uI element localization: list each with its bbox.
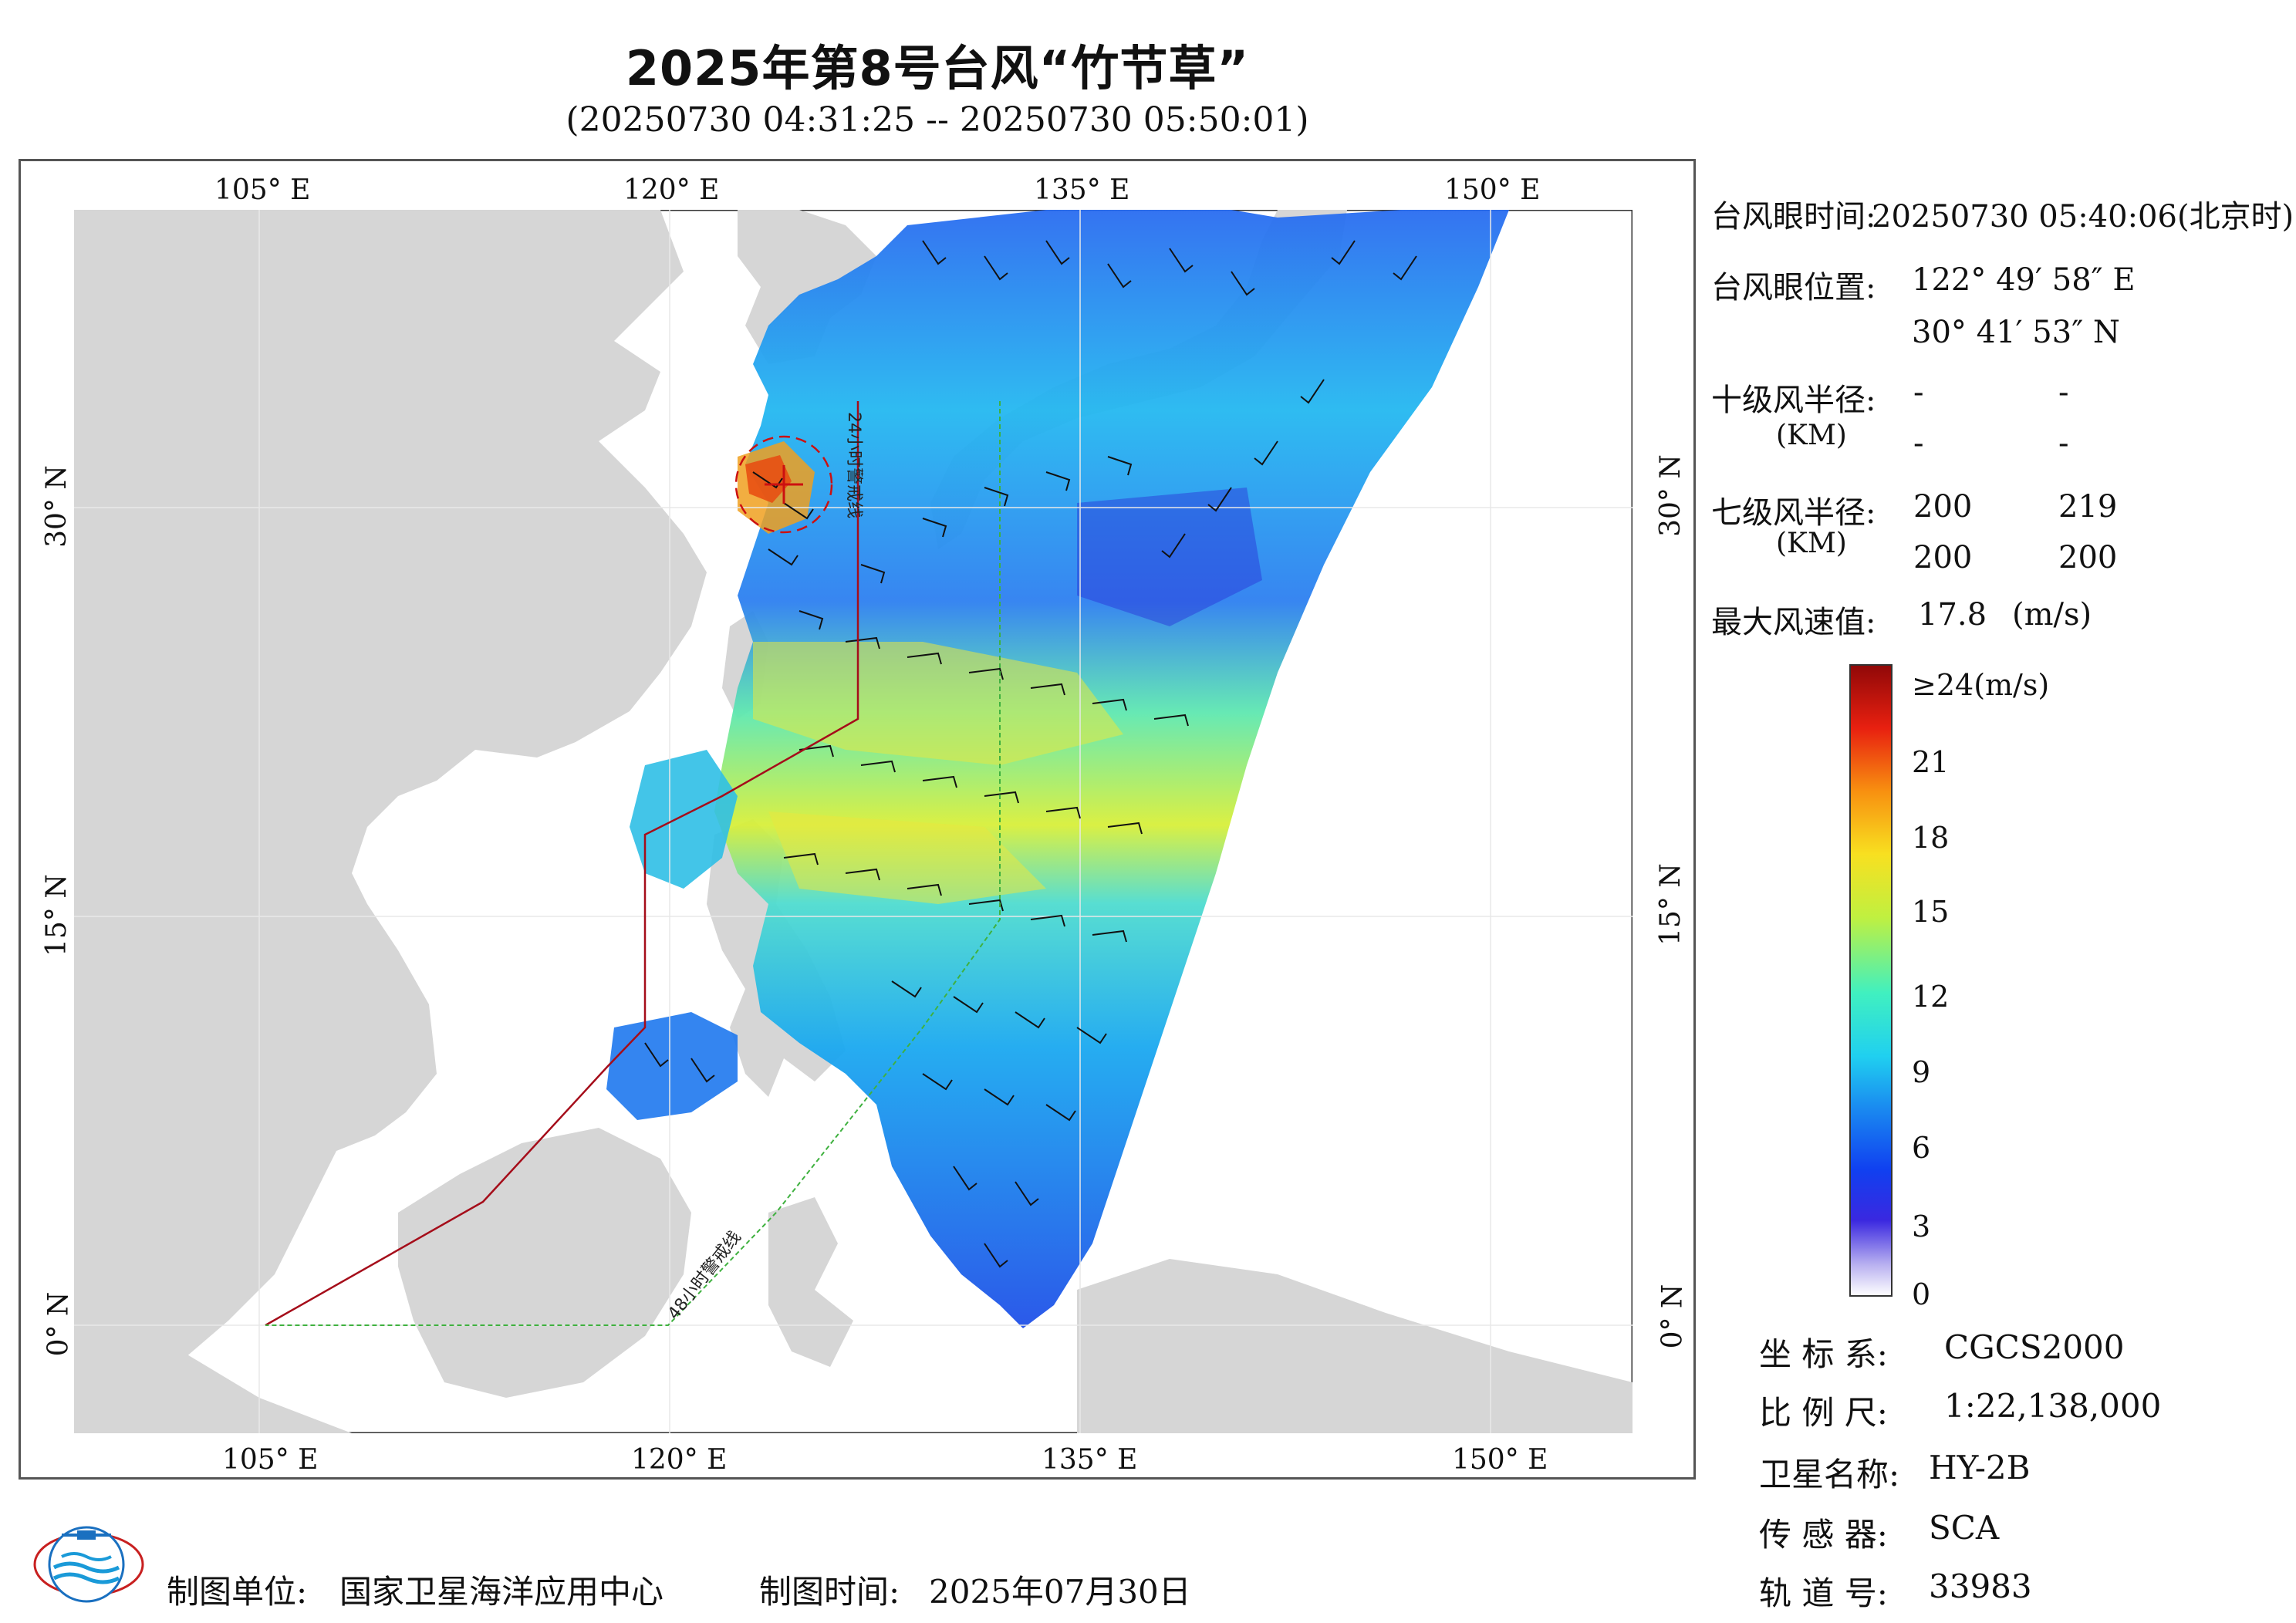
sensor-label: 传 感 器: — [1759, 1516, 1888, 1554]
colorbar-label-15: 15 — [1912, 895, 1950, 929]
eye-position-label: 台风眼位置: — [1711, 270, 1876, 305]
crs-label: 坐 标 系: — [1759, 1335, 1888, 1373]
map-title: 2025年第8号台风“竹节草” — [625, 40, 1250, 96]
wind-swath-strait — [630, 750, 738, 889]
lon-label-top-105: 105° E — [214, 174, 311, 206]
nsoas-logo-icon — [33, 1526, 144, 1603]
wind-band-yellow — [753, 642, 1123, 904]
warning-line-48h — [265, 401, 1001, 1326]
max-wind-label: 最大风速值: — [1711, 605, 1876, 640]
eye-time-label: 台风眼时间: — [1711, 199, 1876, 235]
warning-line-24h — [265, 401, 859, 1327]
lat-label-right-30: 30° N — [1654, 454, 1687, 537]
typhoon-eye-marker — [734, 435, 833, 534]
r10-value-1: - — [1913, 375, 1924, 410]
r7-value-2: 219 — [2058, 489, 2118, 525]
map-subtitle: (20250730 04:31:25 -- 20250730 05:50:01) — [566, 100, 1309, 140]
orbit-label: 轨 道 号: — [1759, 1574, 1888, 1612]
lon-label-top-150: 150° E — [1444, 174, 1541, 206]
map-frame — [19, 159, 1696, 1480]
producer-label: 制图单位: — [167, 1573, 308, 1611]
r10-label: 十级风半径: — [1711, 383, 1876, 418]
satellite-label: 卫星名称: — [1759, 1456, 1900, 1493]
satellite-value: HY-2B — [1929, 1449, 2031, 1486]
r7-unit: (KM) — [1776, 528, 1847, 559]
lon-label-top-120: 120° E — [623, 174, 720, 206]
orbit-value: 33983 — [1929, 1567, 2032, 1605]
lat-label-right-0: 0° N — [1656, 1284, 1689, 1349]
eye-latitude: 30° 41′ 53″ N — [1912, 315, 2120, 350]
lat-label-left-0: 0° N — [42, 1291, 75, 1357]
colorbar-label-24: ≥24(m/s) — [1912, 668, 2050, 702]
warning-line-24h-label: 24小时警戒线 — [844, 412, 863, 518]
sensor-value: SCA — [1929, 1509, 2000, 1547]
lon-label-bottom-105: 105° E — [222, 1444, 319, 1476]
wind-patch-core — [745, 455, 792, 503]
max-wind-unit: (m/s) — [2012, 597, 2092, 633]
production-date-value: 2025年07月30日 — [929, 1573, 1191, 1611]
lon-label-bottom-120: 120° E — [631, 1444, 728, 1476]
r7-value-4: 200 — [2058, 540, 2118, 575]
r7-value-3: 200 — [1913, 540, 1973, 575]
wind-swath — [714, 210, 1509, 1328]
colorbar-label-21: 21 — [1912, 745, 1950, 779]
land-sulawesi-newguinea — [768, 1197, 1633, 1433]
eye-longitude: 122° 49′ 58″ E — [1912, 262, 2136, 298]
colorbar-label-3: 3 — [1912, 1210, 1931, 1243]
scale-label: 比 例 尺: — [1759, 1394, 1888, 1432]
wind-barbs — [644, 240, 1417, 1268]
wind-speed-colorbar — [1849, 664, 1893, 1297]
lat-label-left-15: 15° N — [40, 874, 73, 957]
colorbar-label-18: 18 — [1912, 821, 1950, 855]
producer-value: 国家卫星海洋应用中心 — [339, 1573, 664, 1611]
wind-field-map: 24小时警戒线 48小时警戒线 — [74, 210, 1633, 1433]
r10-unit: (KM) — [1776, 420, 1847, 451]
colorbar-label-9: 9 — [1912, 1055, 1931, 1089]
land-borneo — [398, 1128, 691, 1398]
colorbar-label-0: 0 — [1912, 1277, 1931, 1311]
eye-time-value: 20250730 05:40:06(北京时) — [1872, 199, 2294, 235]
lon-label-top-135: 135° E — [1034, 174, 1130, 206]
r10-value-4: - — [2058, 426, 2069, 461]
r7-label: 七级风半径: — [1711, 495, 1876, 531]
lon-label-bottom-135: 135° E — [1042, 1444, 1138, 1476]
wind-patch-southwest — [606, 1012, 738, 1120]
scale-value: 1:22,138,000 — [1944, 1387, 2162, 1425]
colorbar-label-12: 12 — [1912, 980, 1950, 1014]
max-wind-value: 17.8 — [1918, 597, 1987, 633]
land-asia-mainland — [74, 210, 707, 1413]
colorbar-label-6: 6 — [1912, 1131, 1931, 1165]
r10-value-2: - — [2058, 375, 2069, 410]
r10-value-3: - — [1913, 426, 1924, 461]
r7-value-1: 200 — [1913, 489, 1973, 525]
crs-value: CGCS2000 — [1944, 1328, 2125, 1366]
production-date-label: 制图时间: — [759, 1573, 900, 1611]
lon-label-bottom-150: 150° E — [1452, 1444, 1548, 1476]
lat-label-right-15: 15° N — [1654, 863, 1687, 946]
lat-label-left-30: 30° N — [40, 465, 73, 548]
